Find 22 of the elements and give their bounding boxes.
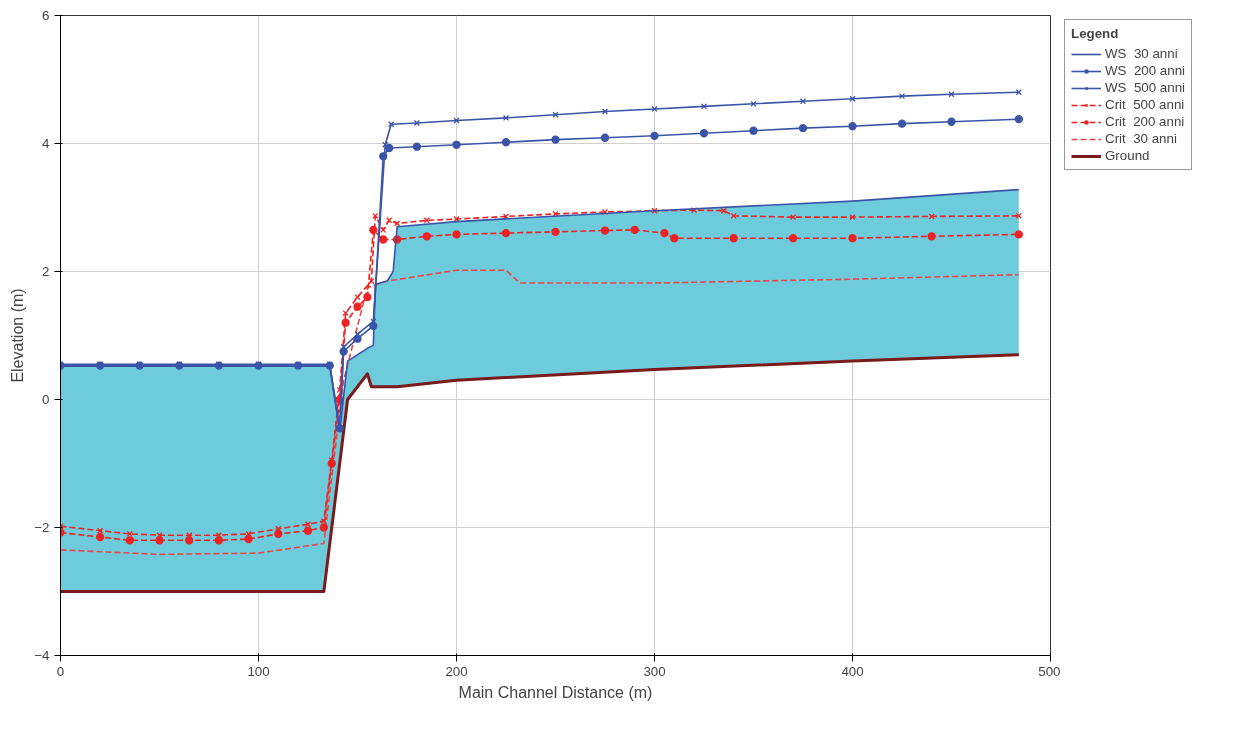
x-tick-label: 0 [56,663,65,679]
legend-label: Ground [1105,148,1150,163]
legend-label: WS 30 anni [1105,46,1178,61]
y-tick-label: 0 [42,392,50,407]
x-tick-label: 100 [247,663,270,679]
legend-label: WS 200 anni [1105,63,1186,78]
y-tick-label: 2 [42,264,50,279]
x-tick-label: 300 [643,663,666,679]
legend-label: WS 500 anni [1105,80,1186,95]
y-tick-label: 4 [42,136,51,151]
x-tick-label: 500 [1038,663,1061,679]
y-tick-label: −2 [34,520,50,535]
x-tick-label: 400 [841,663,864,679]
legend-label: Crit 500 anni [1105,97,1185,112]
x-axis-title: Main Channel Distance (m) [458,683,653,701]
y-tick-label: 6 [42,8,50,23]
legend-title: Legend [1071,26,1120,41]
x-tick-label: 200 [445,663,468,679]
legend-label: Crit 30 anni [1105,131,1177,146]
legend-label: Crit 200 anni [1105,114,1185,129]
y-axis-title: Elevation (m) [9,288,27,383]
y-tick-label: −4 [34,648,51,663]
